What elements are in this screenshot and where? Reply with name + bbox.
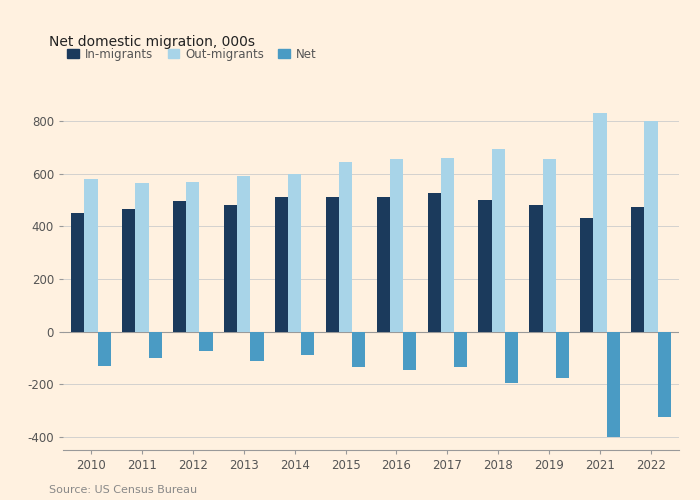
- Bar: [326, 198, 339, 332]
- Text: Net domestic migration, 000s: Net domestic migration, 000s: [49, 35, 255, 49]
- Bar: [71, 213, 85, 332]
- Bar: [505, 332, 518, 383]
- Bar: [173, 202, 186, 332]
- Bar: [580, 218, 594, 332]
- Bar: [645, 121, 657, 332]
- Text: Source: US Census Bureau: Source: US Census Bureau: [49, 485, 197, 495]
- Bar: [390, 159, 403, 332]
- Bar: [148, 332, 162, 358]
- Bar: [275, 198, 288, 332]
- Bar: [556, 332, 569, 378]
- Bar: [199, 332, 213, 351]
- Bar: [224, 206, 237, 332]
- Bar: [657, 332, 671, 417]
- Bar: [352, 332, 365, 367]
- Bar: [122, 209, 135, 332]
- Bar: [237, 176, 251, 332]
- Bar: [454, 332, 467, 367]
- Bar: [403, 332, 416, 370]
- Bar: [542, 159, 556, 332]
- Bar: [594, 113, 607, 332]
- Legend: In-migrants, Out-migrants, Net: In-migrants, Out-migrants, Net: [63, 43, 321, 66]
- Bar: [135, 183, 148, 332]
- Bar: [97, 332, 111, 366]
- Bar: [186, 182, 200, 332]
- Bar: [607, 332, 620, 437]
- Bar: [491, 148, 505, 332]
- Bar: [85, 179, 97, 332]
- Bar: [529, 206, 542, 332]
- Bar: [339, 162, 352, 332]
- Bar: [301, 332, 314, 355]
- Bar: [428, 194, 441, 332]
- Bar: [478, 200, 491, 332]
- Bar: [288, 174, 301, 332]
- Bar: [631, 206, 645, 332]
- Bar: [251, 332, 264, 360]
- Bar: [441, 158, 454, 332]
- Bar: [377, 198, 390, 332]
